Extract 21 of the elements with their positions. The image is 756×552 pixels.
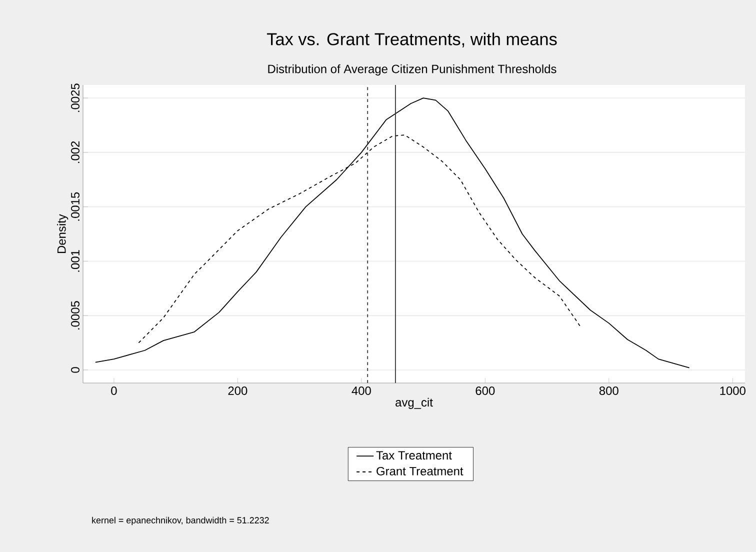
y-tick-label: .0015 bbox=[71, 192, 80, 221]
x-tick-label: 0 bbox=[111, 386, 117, 395]
x-tick-label: 800 bbox=[599, 386, 618, 395]
line-series bbox=[138, 134, 582, 344]
x-tick-label: 200 bbox=[228, 386, 248, 395]
x-tick-label: 1000 bbox=[720, 386, 746, 395]
chart-subtitle: Distribution of Average Citizen Punishment Thresholds bbox=[268, 64, 556, 76]
legend-label: Tax Treatment bbox=[376, 451, 452, 460]
legend-label: Grant Treatment bbox=[376, 466, 464, 476]
y-tick-label: .0025 bbox=[71, 84, 80, 112]
y-axis-title: Density bbox=[57, 214, 68, 253]
text: kernel = epanechnikov, bandwidth = 51.2232 bbox=[92, 516, 269, 526]
x-axis-title: avg_cit bbox=[396, 398, 433, 409]
y-tick-label: .001 bbox=[71, 250, 80, 272]
y-tick-label: .0005 bbox=[71, 301, 80, 330]
y-tick-label: .002 bbox=[71, 141, 80, 163]
x-tick-label: 600 bbox=[476, 386, 495, 395]
chart-title: Tax vs. Grant Treatments, with means bbox=[266, 32, 557, 48]
y-tick-label: 0 bbox=[71, 367, 80, 373]
x-tick-label: 400 bbox=[352, 386, 371, 395]
line-series bbox=[94, 98, 690, 368]
